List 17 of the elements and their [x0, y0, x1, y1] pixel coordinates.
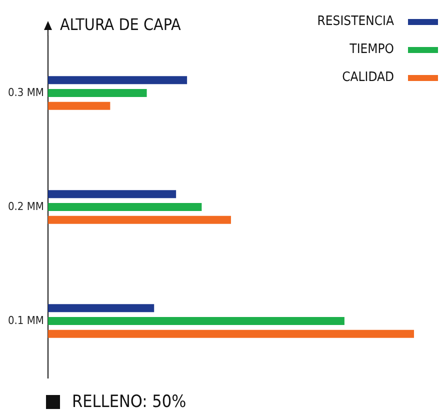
- y-axis-title: ALTURA DE CAPA: [60, 15, 182, 34]
- y-tick-label: 0.2 MM: [8, 200, 44, 213]
- bar: [48, 88, 147, 98]
- y-tick-label: 0.1 MM: [8, 314, 44, 327]
- bar: [48, 190, 176, 198]
- bar: [48, 330, 414, 338]
- bar: [48, 304, 154, 312]
- legend-label: CALIDAD: [342, 70, 394, 85]
- legend-label: RESISTENCIA: [317, 14, 394, 29]
- text: RELLENO: 50%: [72, 392, 186, 412]
- bar: [48, 316, 344, 326]
- legend-label: TIEMPO: [350, 42, 394, 57]
- y-tick-label: 0.3 MM: [8, 86, 44, 99]
- bar: [48, 102, 110, 110]
- bar: [48, 202, 202, 212]
- bar: [48, 76, 188, 84]
- bar: [48, 216, 231, 224]
